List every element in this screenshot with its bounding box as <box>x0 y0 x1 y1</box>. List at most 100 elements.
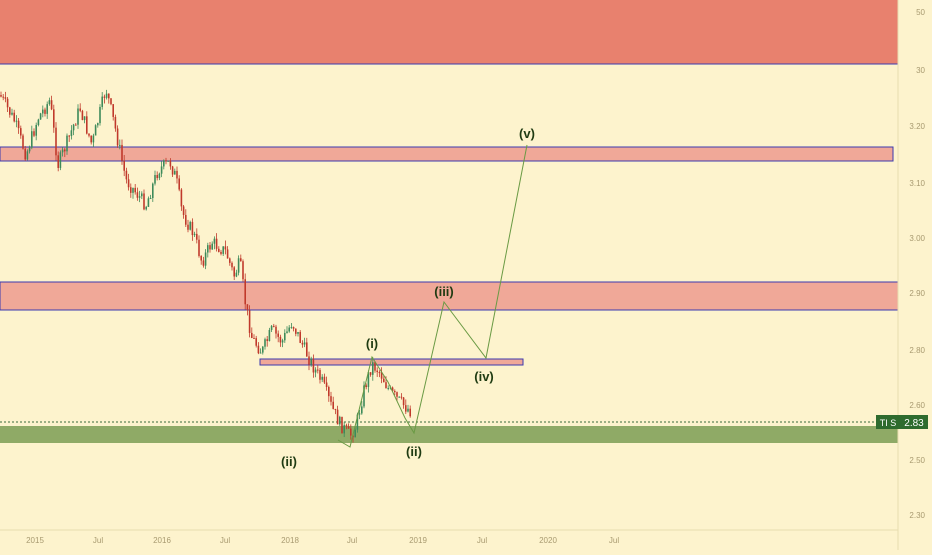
candle-body <box>53 109 55 128</box>
candle-body <box>325 382 328 388</box>
candle-body <box>398 396 400 398</box>
candle-body <box>105 93 108 98</box>
candle-body <box>156 175 158 179</box>
candle-body <box>189 221 191 230</box>
candle-body <box>255 338 257 346</box>
candle-body <box>191 221 194 236</box>
candle-body <box>59 152 62 168</box>
candle-body <box>218 248 220 252</box>
candle-body <box>211 243 213 250</box>
candle-body <box>367 372 370 388</box>
candle-body <box>350 428 352 436</box>
candle-body <box>180 189 183 207</box>
candle-body <box>226 249 229 259</box>
candle-body <box>163 160 165 167</box>
candle-body <box>237 258 240 273</box>
wave-label-ii-second: (ii) <box>406 444 422 459</box>
candle-body <box>68 135 70 137</box>
candle-body <box>402 397 405 406</box>
candle-body <box>257 345 260 354</box>
ticker-tag: TI S <box>880 418 897 428</box>
candle-body <box>176 170 178 179</box>
candle-body <box>77 108 79 125</box>
candle-body <box>213 238 216 244</box>
price-tick-label: 3.10 <box>909 179 925 188</box>
price-tick-label: 2.60 <box>909 401 925 410</box>
price-tick-label: 3.20 <box>909 122 925 131</box>
wave-label-i: (i) <box>366 336 378 351</box>
candle-body <box>2 96 4 98</box>
elliott-wave-path <box>337 144 528 448</box>
candle-body <box>81 110 84 121</box>
candle-body <box>363 385 365 407</box>
candle-body <box>165 160 167 162</box>
candle-body <box>253 337 255 339</box>
candle-body <box>244 279 246 305</box>
candle-body <box>39 113 42 120</box>
candle-body <box>306 342 308 357</box>
candle-body <box>310 358 312 365</box>
price-tick-label: 2.50 <box>909 456 925 465</box>
candle-body <box>248 310 251 333</box>
candle-body <box>6 98 9 108</box>
candle-body <box>369 372 372 375</box>
candle-body <box>273 325 275 327</box>
candle-body <box>88 133 90 136</box>
candle-body <box>376 370 378 373</box>
candle-body <box>196 233 198 240</box>
candle-body <box>295 328 297 334</box>
candle-body <box>334 408 337 410</box>
candle-body <box>112 104 114 117</box>
candle-body <box>378 372 381 374</box>
candle-body <box>97 123 99 126</box>
candle-body <box>145 206 147 210</box>
candle-body <box>121 144 123 161</box>
candle-body <box>224 246 227 250</box>
candle-body <box>26 151 29 160</box>
candle-body <box>297 331 299 334</box>
price-tick-label: 50 <box>916 8 925 17</box>
wave-label-iv: (iv) <box>474 369 494 384</box>
candle-body <box>270 325 273 330</box>
candle-body <box>86 116 88 134</box>
candle-body <box>209 245 211 250</box>
price-axis: 50 30 3.20 3.10 3.00 2.90 2.80 2.60 2.50 2.30 <box>909 8 925 520</box>
time-axis: 2015 Jul 2016 Jul 2018 Jul 2019 Jul 2020 Jul <box>26 536 619 545</box>
candle-body <box>312 358 315 373</box>
resistance-zone-top <box>0 0 898 64</box>
resistance-band-minor <box>259 358 524 366</box>
candle-body <box>279 336 282 343</box>
candle-body <box>374 362 376 371</box>
candle-body <box>339 416 341 425</box>
candle-body <box>275 326 277 334</box>
candle-body <box>314 369 317 373</box>
candle-body <box>330 396 332 402</box>
candle-body <box>50 100 53 110</box>
candle-body <box>202 260 205 266</box>
ticker-tag-box <box>876 415 900 429</box>
candle-body <box>147 198 150 207</box>
candle-body <box>13 112 15 122</box>
candle-body <box>57 155 59 168</box>
candle-body <box>178 178 180 190</box>
time-tick-label: Jul <box>220 536 230 545</box>
candle-body <box>358 413 361 415</box>
candle-body <box>11 112 13 115</box>
candle-body <box>207 245 209 253</box>
candle-body <box>286 331 288 333</box>
candle-body <box>215 238 218 249</box>
price-tick-label: 2.80 <box>909 346 925 355</box>
time-tick-label: 2019 <box>409 536 427 545</box>
candle-body <box>61 149 64 153</box>
candle-body <box>44 109 46 114</box>
price-tick-label: 30 <box>916 66 925 75</box>
candle-body <box>235 272 238 277</box>
candle-body <box>394 390 396 393</box>
candle-body <box>251 332 253 338</box>
candle-body <box>347 426 350 429</box>
candle-body <box>284 332 286 341</box>
candle-body <box>383 378 385 383</box>
candle-body <box>15 120 18 122</box>
candlestick-series <box>0 89 411 443</box>
